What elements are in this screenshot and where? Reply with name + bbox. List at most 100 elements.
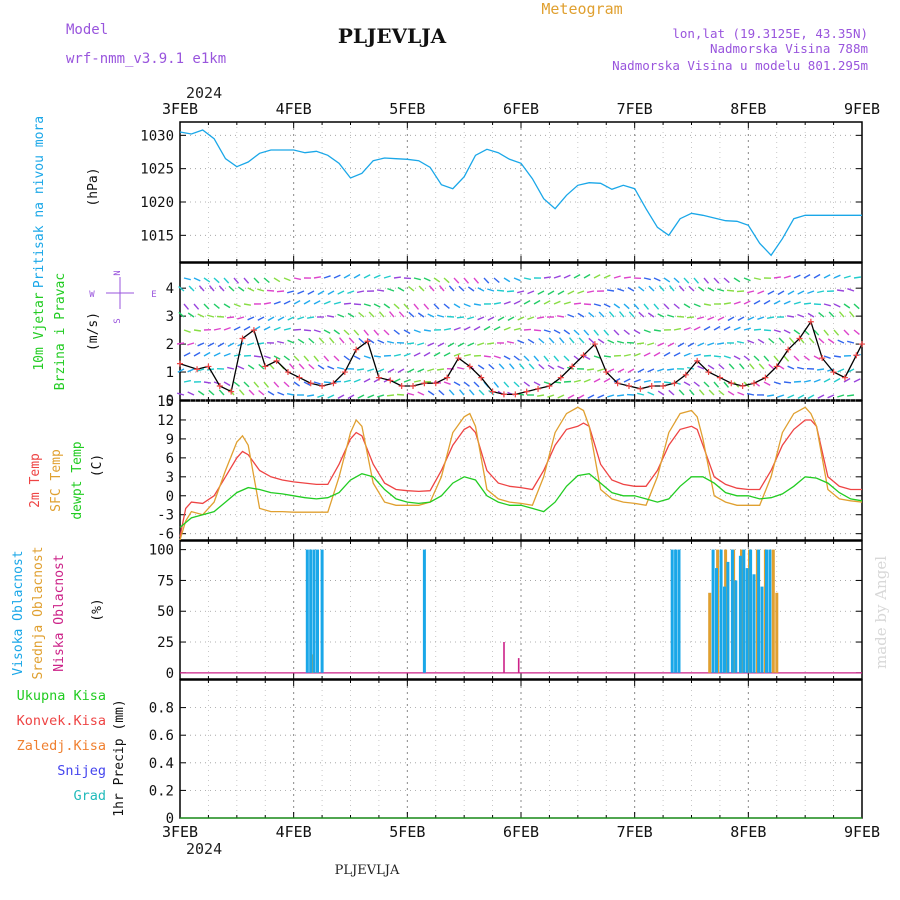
precip-legend-4: Grad	[73, 788, 106, 804]
wind-unit: (m/s)	[86, 312, 101, 351]
day-label-top: 3FEB	[162, 100, 198, 118]
temperature-frame	[179, 400, 863, 541]
wind-arrow	[543, 276, 552, 279]
wind-arrow	[603, 303, 611, 308]
wind-arrow	[456, 316, 465, 319]
wind-gust-mark	[296, 374, 303, 381]
wind-arrow	[818, 312, 825, 318]
wind-arrow	[253, 277, 260, 284]
cloud-high-bar	[742, 549, 746, 673]
wind-arrow	[353, 303, 362, 306]
panel-labels-layer: Pritisak na nivou mora (hPa) 10m Vjetar Brz…	[11, 116, 157, 817]
wind-arrow	[203, 351, 211, 357]
footer-city: PLJEVLJA	[335, 863, 400, 878]
wind-gust-mark	[682, 371, 689, 378]
cloud-high-bar	[715, 568, 718, 673]
wind-arrow	[213, 303, 220, 309]
wind-arrow	[377, 394, 385, 398]
wind-arrow	[533, 355, 540, 362]
wind-arrow	[327, 290, 335, 296]
temperature-series-line-2	[179, 473, 863, 528]
wind-arrow	[323, 381, 332, 384]
wind-arrow	[493, 381, 500, 388]
wind-arrow	[283, 300, 291, 305]
wind-arrow	[283, 355, 291, 361]
wind-gust-mark	[421, 380, 428, 387]
wind-arrow	[287, 316, 295, 321]
series-layer	[176, 129, 865, 819]
wind-gust-mark	[807, 318, 814, 325]
wind-arrow	[723, 302, 732, 305]
wind-arrow	[283, 381, 290, 388]
wind-arrow	[356, 290, 365, 294]
wind-arrow	[666, 368, 675, 371]
wind-arrow	[553, 300, 561, 305]
wind-arrow	[337, 290, 345, 295]
wind-arrow	[827, 368, 835, 372]
wind-arrow	[293, 328, 302, 331]
wind-arrow	[413, 352, 421, 357]
wind-arrow	[483, 325, 491, 331]
day-label-top: 4FEB	[276, 100, 312, 118]
wind-arrow	[363, 355, 371, 359]
wind-arrow	[828, 311, 835, 318]
wind-gust-mark	[751, 380, 758, 387]
wind-arrow	[697, 365, 705, 370]
wind-gust-mark	[671, 380, 678, 387]
wind-arrow	[493, 277, 500, 284]
wind-gust-mark	[546, 383, 553, 390]
precip-ytick-label: 0	[166, 811, 174, 827]
wind-arrow	[837, 368, 845, 373]
wind-arrow	[303, 355, 310, 362]
wind-arrow	[593, 329, 600, 336]
wind-arrow	[308, 363, 315, 370]
wind-arrow	[437, 314, 445, 318]
wind-ytick-label: 2	[166, 337, 174, 353]
wind-arrow	[803, 302, 812, 305]
cloud-high-bar	[723, 586, 726, 673]
wind-arrow	[347, 312, 355, 318]
wind-arrow	[647, 312, 655, 318]
wind-arrow	[368, 311, 375, 318]
wind-arrow	[378, 311, 385, 318]
year-top: 2024	[186, 84, 222, 102]
wind-arrow	[367, 394, 375, 399]
wind-arrow	[177, 392, 185, 396]
wind-arrow	[223, 303, 231, 309]
wind-arrow	[707, 316, 715, 321]
wind-arrow	[338, 337, 345, 344]
wind-arrow	[187, 368, 195, 373]
wind-arrow	[843, 329, 850, 336]
wind-arrow	[347, 290, 355, 295]
wind-arrow	[203, 277, 211, 283]
wind-arrow	[637, 342, 645, 345]
wind-arrow	[208, 285, 215, 292]
wind-gust-mark	[580, 352, 587, 359]
wind-arrow	[503, 301, 511, 305]
wind-arrow	[193, 303, 200, 310]
wind-arrow	[668, 389, 675, 396]
wind-arrow	[836, 289, 845, 292]
wind-arrow	[773, 381, 781, 385]
cloud-mid-bar	[775, 592, 779, 673]
wind-arrow	[763, 299, 771, 305]
wind-arrow	[387, 368, 395, 374]
wind-arrow	[263, 355, 271, 359]
compass-east-label: E	[151, 290, 156, 300]
wind-gust-mark	[557, 374, 564, 381]
wind-arrow	[497, 316, 505, 322]
cloud-high-bar	[752, 574, 756, 673]
wind-arrow	[343, 379, 351, 383]
wind-gust-mark	[398, 383, 405, 390]
wind-arrow	[217, 342, 225, 348]
wind-arrow	[286, 393, 295, 396]
wind-arrow	[228, 285, 235, 292]
cloud-high-bar	[760, 586, 764, 673]
wind-arrow	[237, 286, 245, 292]
wind-arrow	[823, 274, 831, 279]
wind-arrow	[717, 288, 725, 292]
wind-arrow	[716, 342, 725, 345]
wind-arrow	[827, 394, 835, 399]
wind-arrow	[707, 364, 715, 370]
wind-arrow	[683, 277, 690, 284]
